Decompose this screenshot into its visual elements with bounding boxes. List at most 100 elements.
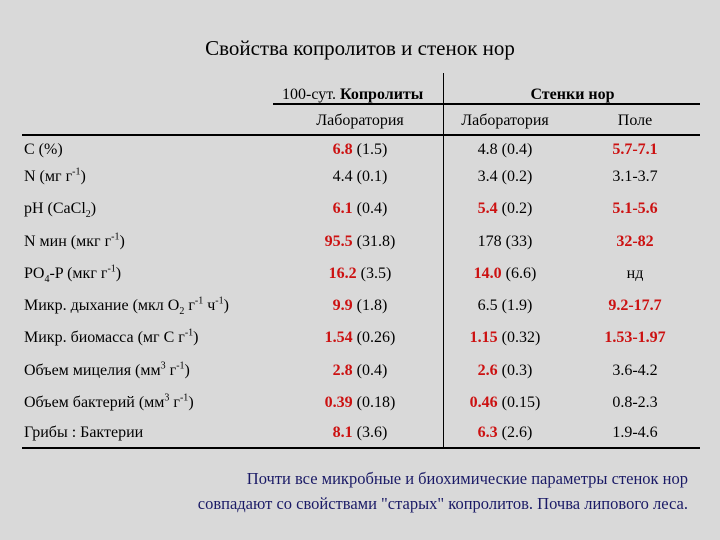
table-rule-bottom bbox=[22, 447, 700, 449]
cell-burrow-lab: 0.46 (0.15) bbox=[445, 393, 565, 413]
footnote: Почти все микробные и биохимические пара… bbox=[198, 466, 688, 516]
header-coprolites: 100-сут. Копролиты bbox=[282, 85, 423, 105]
footnote-line-2: совпадают со свойствами "старых" копроли… bbox=[197, 494, 688, 513]
cell-burrow-lab: 6.5 (1.9) bbox=[445, 296, 565, 316]
cell-burrow-lab: 178 (33) bbox=[445, 232, 565, 252]
cell-burrow-lab: 4.8 (0.4) bbox=[445, 140, 565, 160]
cell-sd: (0.26) bbox=[352, 329, 396, 346]
cell-value: 32-82 bbox=[616, 233, 654, 250]
cell-burrow-field: 1.9-4.6 bbox=[575, 423, 695, 443]
header-coprolites-label: Копролиты bbox=[340, 86, 424, 103]
subheader-lab-1: Лаборатория bbox=[316, 112, 404, 129]
cell-coprolites-lab: 4.4 (0.1) bbox=[280, 167, 440, 187]
cell-burrow-lab: 2.6 (0.3) bbox=[445, 361, 565, 381]
cell-value: 3.4 bbox=[477, 168, 498, 185]
cell-coprolites-lab: 0.39 (0.18) bbox=[280, 393, 440, 413]
cell-coprolites-lab: 6.1 (0.4) bbox=[280, 199, 440, 219]
cell-value: 0.8-2.3 bbox=[612, 394, 658, 411]
cell-sd: (0.18) bbox=[352, 394, 396, 411]
cell-value: 5.7-7.1 bbox=[612, 141, 658, 158]
header-burrow-walls-label: Стенки нор bbox=[530, 86, 615, 103]
cell-coprolites-lab: 16.2 (3.5) bbox=[280, 264, 440, 284]
cell-value: 3.1-3.7 bbox=[612, 168, 658, 185]
cell-value: 5.1-5.6 bbox=[612, 200, 658, 217]
cell-sd: (2.6) bbox=[497, 424, 533, 441]
row-label: N мин (мкг г-1) bbox=[24, 231, 125, 250]
cell-burrow-field: 5.7-7.1 bbox=[575, 140, 695, 160]
cell-value: 95.5 bbox=[324, 233, 353, 250]
subheader-lab-2: Лаборатория bbox=[461, 112, 549, 129]
cell-sd: (0.2) bbox=[497, 168, 533, 185]
cell-coprolites-lab: 9.9 (1.8) bbox=[280, 296, 440, 316]
cell-value: 0.39 bbox=[324, 394, 353, 411]
row-label: PO4-P (мкг г-1) bbox=[24, 263, 122, 286]
cell-burrow-field: 9.2-17.7 bbox=[575, 296, 695, 316]
cell-value: 6.3 bbox=[477, 424, 498, 441]
cell-value: 4.4 bbox=[332, 168, 353, 185]
cell-sd: (1.9) bbox=[497, 297, 533, 314]
cell-burrow-lab: 6.3 (2.6) bbox=[445, 423, 565, 443]
cell-sd: (0.1) bbox=[352, 168, 388, 185]
cell-sd: (0.4) bbox=[352, 362, 388, 379]
header-coprolites-prefix: 100-сут. bbox=[282, 86, 337, 103]
cell-value: 16.2 bbox=[328, 265, 357, 282]
cell-value: 6.1 bbox=[332, 200, 353, 217]
row-label: Микр. биомасса (мг C г-1) bbox=[24, 327, 199, 346]
cell-value: 1.54 bbox=[324, 329, 353, 346]
cell-value: 4.8 bbox=[477, 141, 498, 158]
cell-value: 3.6-4.2 bbox=[612, 362, 658, 379]
header-rule-bottom bbox=[22, 134, 700, 136]
cell-value: 6.5 bbox=[477, 297, 498, 314]
cell-coprolites-lab: 2.8 (0.4) bbox=[280, 361, 440, 381]
cell-burrow-field: нд bbox=[575, 264, 695, 284]
cell-coprolites-lab: 1.54 (0.26) bbox=[280, 328, 440, 348]
cell-value: 178 bbox=[477, 233, 502, 250]
cell-sd: (31.8) bbox=[352, 233, 396, 250]
cell-coprolites-lab: 95.5 (31.8) bbox=[280, 232, 440, 252]
header-rule-top bbox=[273, 103, 700, 105]
cell-value: 2.8 bbox=[332, 362, 353, 379]
cell-burrow-field: 0.8-2.3 bbox=[575, 393, 695, 413]
subheader-field: Поле bbox=[617, 112, 653, 129]
cell-burrow-field: 3.6-4.2 bbox=[575, 361, 695, 381]
cell-value: 8.1 bbox=[332, 424, 353, 441]
cell-sd: (0.4) bbox=[497, 141, 533, 158]
cell-value: 14.0 bbox=[473, 265, 502, 282]
cell-sd: (33) bbox=[501, 233, 533, 250]
cell-coprolites-lab: 8.1 (3.6) bbox=[280, 423, 440, 443]
cell-value: 9.9 bbox=[332, 297, 353, 314]
cell-value: 1.9-4.6 bbox=[612, 424, 658, 441]
cell-value: 1.53-1.97 bbox=[604, 329, 666, 346]
cell-value: 2.6 bbox=[477, 362, 498, 379]
cell-burrow-lab: 1.15 (0.32) bbox=[445, 328, 565, 348]
cell-value: 5.4 bbox=[477, 200, 498, 217]
slide-title: Свойства копролитов и стенок нор bbox=[205, 36, 515, 60]
cell-sd: (0.3) bbox=[497, 362, 533, 379]
cell-burrow-lab: 14.0 (6.6) bbox=[445, 264, 565, 284]
row-label: N (мг г-1) bbox=[24, 166, 86, 185]
cell-value: 0.46 bbox=[469, 394, 498, 411]
header-burrow-walls: Стенки нор bbox=[445, 85, 700, 105]
cell-sd: (0.32) bbox=[497, 329, 541, 346]
cell-burrow-lab: 5.4 (0.2) bbox=[445, 199, 565, 219]
column-divider bbox=[443, 73, 444, 449]
cell-burrow-field: 5.1-5.6 bbox=[575, 199, 695, 219]
cell-burrow-field: 32-82 bbox=[575, 232, 695, 252]
row-label: pH (CaCl2) bbox=[24, 200, 97, 221]
footnote-line-1: Почти все микробные и биохимические пара… bbox=[246, 469, 688, 488]
cell-sd: (6.6) bbox=[501, 265, 537, 282]
cell-burrow-lab: 3.4 (0.2) bbox=[445, 167, 565, 187]
row-label: Объем мицелия (мм3 г-1) bbox=[24, 360, 190, 379]
cell-burrow-field: 3.1-3.7 bbox=[575, 167, 695, 187]
row-label: Объем бактерий (мм3 г-1) bbox=[24, 392, 194, 411]
cell-sd: (0.15) bbox=[497, 394, 541, 411]
cell-sd: (0.4) bbox=[352, 200, 388, 217]
cell-sd: (3.5) bbox=[356, 265, 392, 282]
row-label: C (%) bbox=[24, 141, 63, 158]
cell-sd: (1.8) bbox=[352, 297, 388, 314]
cell-value: 6.8 bbox=[332, 141, 353, 158]
cell-value: 9.2-17.7 bbox=[608, 297, 662, 314]
cell-value: 1.15 bbox=[469, 329, 498, 346]
row-label: Грибы : Бактерии bbox=[24, 424, 144, 441]
cell-sd: (3.6) bbox=[352, 424, 388, 441]
